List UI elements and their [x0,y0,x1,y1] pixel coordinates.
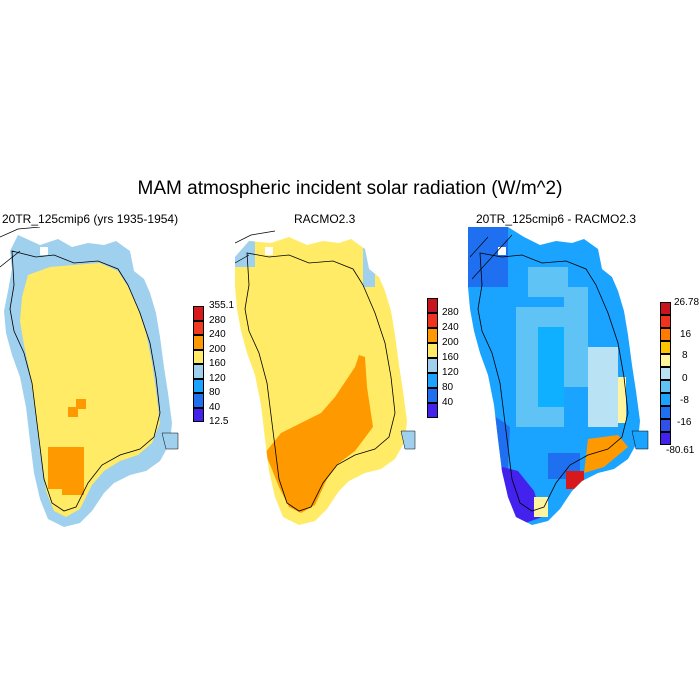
cb-diff-swatch [660,341,671,354]
colorbar-diff [660,302,671,445]
cb-diff-swatch [660,432,671,445]
cb-diff-swatch [660,354,671,367]
cb-diff-label: 16 [680,329,692,340]
cb-diff-label: -80.61 [666,445,695,456]
cb-obs-swatch [427,298,438,313]
cb-diff-label: 26.78 [674,297,700,308]
cb-diff-swatch [660,419,671,432]
cb-obs-swatch [427,403,438,418]
coastline [244,252,396,512]
colorbar-model [193,306,204,422]
cb-obs-swatch [427,343,438,358]
cb-model-swatch [193,407,204,422]
cb-obs-label: 40 [442,397,454,408]
grid-cells [468,227,640,525]
cb-model-swatch [193,364,204,379]
ellesmere-coast [469,234,513,280]
cb-obs-label: 280 [442,307,459,318]
cb-obs-label: 160 [442,352,459,363]
cb-obs-swatch [427,358,438,373]
ellesmere-coast [0,227,41,268]
cb-diff-swatch [660,380,671,393]
map-obs [235,230,416,525]
figure-title: MAM atmospheric incident solar radiation… [137,178,563,199]
cb-diff-swatch [660,315,671,328]
coastline [9,250,161,512]
cb-model-swatch [193,349,204,364]
cb-model-label: 160 [209,358,226,369]
cb-model-label: 40 [209,402,221,413]
cb-diff-swatch [660,328,671,341]
cb-model-label: 200 [209,344,226,355]
cb-obs-swatch [427,388,438,403]
cb-model-swatch [193,306,204,321]
map-diff [468,227,649,525]
cb-diff-label: 0 [682,373,688,384]
cb-obs-label: 120 [442,367,459,378]
panel-title-model: 20TR_125cmip6 (yrs 1935-1954) [2,212,179,226]
cb-model-swatch [193,335,204,350]
cb-obs-label: 240 [442,322,459,333]
cb-model-label: 120 [209,373,226,384]
cb-model-label: 240 [209,329,226,340]
cb-diff-label: -8 [680,395,689,406]
coastline [477,252,629,512]
cb-diff-label: -16 [677,417,692,428]
ellesmere-coast [235,230,276,264]
cb-diff-swatch [660,302,671,315]
panel-title-obs: RACMO2.3 [294,212,356,226]
cb-obs-swatch [427,373,438,388]
cb-diff-swatch [660,406,671,419]
cb-obs-label: 200 [442,337,459,348]
cb-obs-swatch [427,313,438,328]
cb-diff-swatch [660,393,671,406]
iceland [631,430,649,450]
cb-model-swatch [193,393,204,408]
cb-model-label: 355.1 [209,300,235,311]
cb-diff-swatch [660,367,671,380]
iceland [161,432,179,450]
cb-obs-label: 80 [442,382,454,393]
map-model [0,227,179,527]
cb-model-swatch [193,378,204,393]
colorbar-obs [427,298,438,418]
cb-obs-swatch [427,328,438,343]
panel-title-diff: 20TR_125cmip6 - RACMO2.3 [476,212,637,226]
cb-diff-label: 8 [682,350,688,361]
cb-model-label: 12.5 [209,416,229,427]
cb-model-label: 280 [209,315,226,326]
cb-model-swatch [193,320,204,335]
cb-model-label: 80 [209,387,221,398]
iceland [400,430,416,450]
